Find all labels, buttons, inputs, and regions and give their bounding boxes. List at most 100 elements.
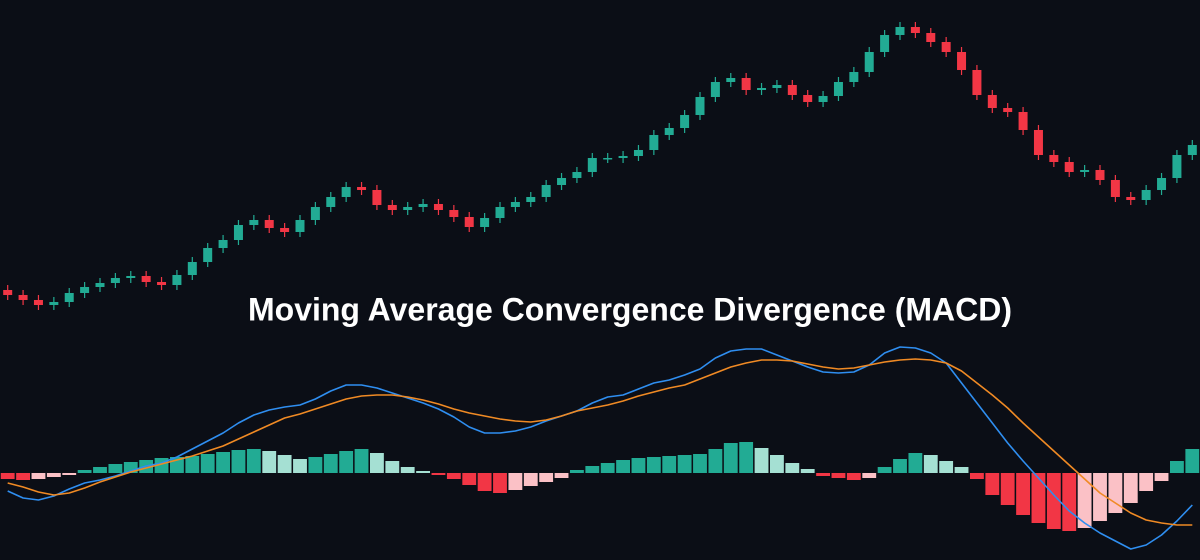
candle-body (633, 150, 643, 156)
histogram-bar (323, 454, 338, 473)
candle-body (649, 135, 659, 150)
histogram-bar (846, 473, 861, 480)
candle-body (249, 220, 259, 225)
histogram-bar (754, 448, 769, 473)
candle-body (218, 240, 228, 248)
candle-body (972, 70, 982, 95)
histogram-bar (831, 473, 846, 478)
histogram-bar (385, 461, 400, 473)
histogram-bar (646, 457, 661, 473)
histogram-bar (0, 473, 15, 479)
histogram-bar (523, 473, 538, 486)
histogram-bar (785, 463, 800, 473)
candle-body (1003, 108, 1013, 112)
histogram-bar (585, 466, 600, 473)
histogram-bar (416, 471, 430, 473)
candle-body (787, 85, 797, 95)
candle-body (1172, 155, 1182, 178)
candle-body (1033, 130, 1043, 155)
candle-body (910, 27, 920, 33)
candle-body (3, 290, 13, 295)
histogram-bar (693, 454, 707, 473)
histogram-bar (862, 473, 877, 478)
histogram-bar (1154, 473, 1169, 481)
candle-body (433, 204, 443, 210)
candle-body (172, 275, 182, 285)
candle-body (18, 295, 28, 300)
candle-body (187, 262, 197, 275)
histogram-bar (431, 473, 446, 475)
histogram-bar (570, 470, 584, 473)
candle-body (280, 228, 290, 232)
candle-body (541, 185, 551, 197)
histogram-bar (216, 452, 230, 473)
histogram-bar (293, 459, 307, 473)
histogram-bar (462, 473, 477, 485)
candle-body (849, 72, 859, 82)
candle-body (510, 202, 520, 207)
histogram-bar (93, 467, 107, 473)
candle-body (1049, 155, 1059, 162)
histogram-bar (446, 473, 461, 479)
candle-body (987, 95, 997, 108)
candle-body (141, 276, 151, 282)
histogram-bar (708, 449, 723, 473)
histogram-bar (1016, 473, 1030, 515)
histogram-bar (1046, 473, 1061, 529)
candle-body (157, 282, 167, 285)
histogram-bar (554, 473, 569, 478)
histogram-bar (1139, 473, 1154, 491)
histogram-bar (62, 473, 77, 475)
line-series (7, 346, 1193, 550)
candle-body (941, 42, 951, 52)
candle-body (464, 217, 474, 227)
candle-body (264, 220, 274, 228)
candle-body (895, 27, 905, 35)
candle-body (480, 218, 490, 227)
histogram-bar (1093, 473, 1107, 521)
candle-body (326, 197, 336, 207)
histogram-bar (600, 463, 615, 473)
histogram-bar (354, 449, 369, 473)
histogram-bar (77, 470, 92, 473)
histogram-bar (631, 458, 646, 473)
candle-body (403, 207, 413, 210)
histogram-bar (923, 455, 938, 473)
candle-body (572, 172, 582, 178)
price-panel (3, 22, 1197, 310)
histogram-bar (508, 473, 523, 490)
candle-body (880, 35, 890, 52)
histogram-bar (185, 456, 200, 473)
histogram-bar (723, 443, 738, 473)
histogram-bar (800, 469, 815, 473)
histogram-bar (893, 459, 907, 473)
histogram-bar (1123, 473, 1138, 503)
candle-body (418, 204, 428, 207)
candle-body (710, 82, 720, 97)
histogram-bar (770, 455, 784, 473)
histogram-bar (339, 451, 354, 473)
candle-body (680, 115, 690, 128)
histogram-bar (370, 453, 384, 473)
candle-body (295, 220, 305, 232)
candle-body (526, 197, 536, 202)
candle-body (33, 300, 43, 305)
histogram-bar (739, 442, 754, 473)
candle-body (587, 158, 597, 172)
histogram-bar (308, 457, 323, 473)
candle-body (757, 88, 767, 90)
candle-body (818, 96, 828, 102)
candle-body (95, 283, 105, 287)
macd-panel (0, 346, 1200, 550)
histogram-bar (939, 461, 954, 473)
histogram-bar (1000, 473, 1015, 505)
candle-body (1080, 170, 1090, 172)
candle-body (726, 78, 736, 82)
histogram-bar (662, 456, 677, 473)
candle-body (1018, 112, 1028, 130)
histogram-bar (985, 473, 1000, 495)
candle-body (1187, 145, 1197, 155)
candle-body (357, 187, 367, 190)
histogram-bar (200, 454, 215, 473)
